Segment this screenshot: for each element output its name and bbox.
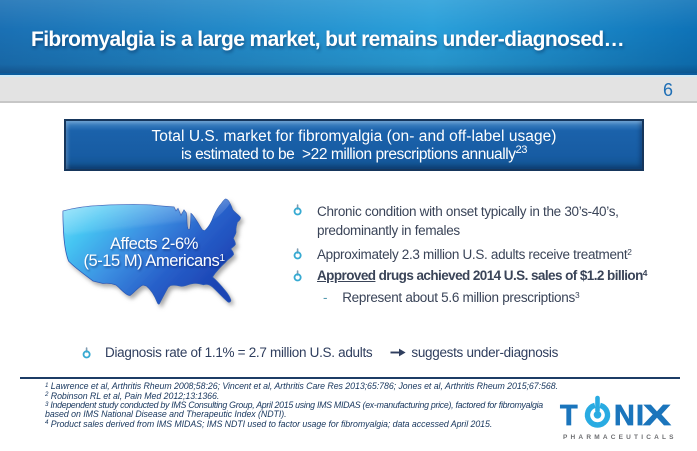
svg-text:PHARMACEUTICALS: PHARMACEUTICALS	[563, 434, 677, 441]
svg-text:N: N	[614, 400, 635, 432]
svg-text:T: T	[560, 400, 578, 432]
svg-text:I: I	[636, 400, 644, 432]
svg-text:X: X	[643, 399, 671, 431]
